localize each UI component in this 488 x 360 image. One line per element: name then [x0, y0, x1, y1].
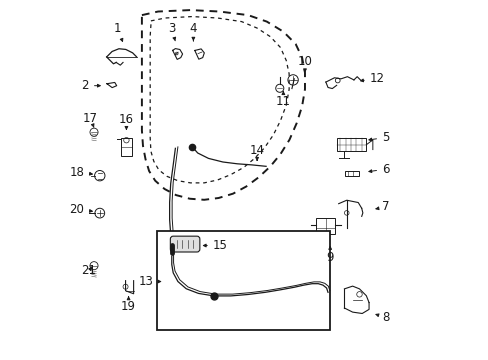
Text: 11: 11 — [275, 92, 290, 108]
Text: 19: 19 — [121, 297, 136, 313]
Bar — [337, 138, 366, 151]
Bar — [157, 231, 329, 330]
Text: 14: 14 — [249, 144, 264, 160]
Bar — [344, 171, 358, 176]
Text: 12: 12 — [360, 72, 384, 85]
Text: 13: 13 — [139, 275, 161, 288]
Bar — [316, 218, 335, 234]
Text: 17: 17 — [83, 112, 98, 127]
Text: 9: 9 — [326, 247, 333, 264]
Text: 7: 7 — [375, 201, 389, 213]
Text: 6: 6 — [368, 163, 389, 176]
FancyBboxPatch shape — [170, 236, 200, 252]
Text: 2: 2 — [81, 79, 100, 92]
Text: 15: 15 — [203, 239, 227, 252]
Text: 1: 1 — [114, 22, 122, 41]
Text: 3: 3 — [168, 22, 175, 41]
Text: 20: 20 — [69, 203, 92, 216]
Bar — [121, 138, 132, 156]
Text: 10: 10 — [297, 55, 312, 72]
Text: 8: 8 — [375, 311, 388, 324]
Text: 21: 21 — [81, 264, 96, 277]
Text: 16: 16 — [119, 113, 134, 129]
Text: 5: 5 — [368, 131, 388, 144]
Text: 4: 4 — [189, 22, 197, 41]
Text: 18: 18 — [69, 166, 92, 179]
